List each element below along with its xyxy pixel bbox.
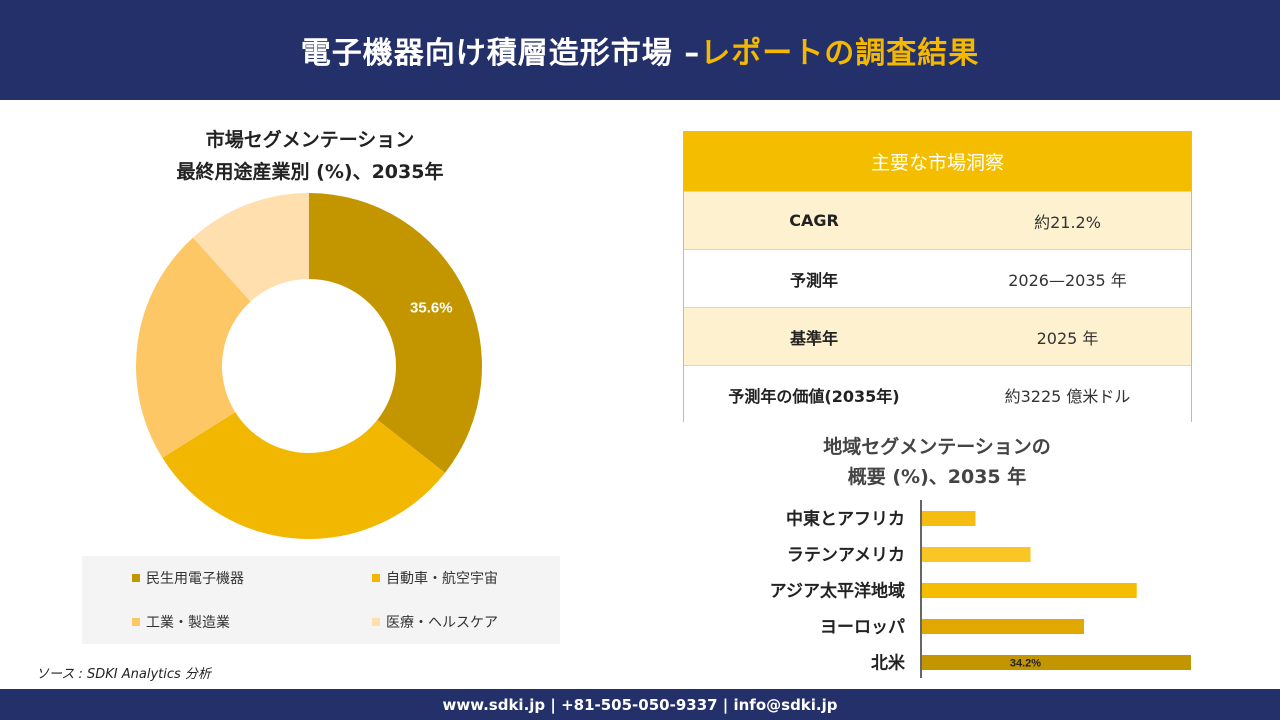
insight-label: 予測年の価値(2035年) [728, 386, 900, 406]
donut-chart: 35.6% [135, 193, 482, 539]
bar-title-line1: 地域セグメンテーションの [823, 436, 1051, 458]
region-bar [922, 511, 976, 526]
insight-label: 予測年 [789, 270, 838, 290]
legend-item: 医療・ヘルスケア [372, 612, 498, 632]
region-bar [922, 655, 1191, 670]
donut-slice [135, 237, 251, 458]
legend-swatch [372, 574, 380, 582]
legend-label: 民生用電子機器 [146, 571, 244, 587]
insight-value: 約21.2% [1034, 212, 1101, 232]
bar-category-label: 中東とアフリカ [786, 509, 905, 530]
donut-title-line2: 最終用途産業別 (%)、2035年 [176, 161, 444, 183]
legend-label: 医療・ヘルスケア [386, 615, 498, 631]
footer-contact[interactable]: www.sdki.jp | +81-505-050-9337 | info@sd… [442, 695, 838, 714]
insight-value: 2025 年 [1036, 328, 1099, 348]
donut-slice [162, 412, 446, 539]
report-title-accent: レポートの調査結果 [700, 36, 980, 71]
report-title: 電子機器向け積層造形市場 –レポートの調査結果 [301, 28, 979, 72]
legend-swatch [372, 618, 380, 626]
legend-label: 自動車・航空宇宙 [386, 571, 498, 587]
donut-data-label: 35.6% [410, 300, 453, 317]
legend-label: 工業・製造業 [146, 615, 230, 631]
bar-data-label: 34.2% [1010, 658, 1041, 670]
source-note: ソース : SDKI Analytics 分析 [36, 667, 211, 682]
report-header: 電子機器向け積層造形市場 –レポートの調査結果 [0, 0, 1280, 100]
bar-category-label: ラテンアメリカ [787, 546, 905, 566]
insight-table-header: 主要な市場洞察 [684, 132, 1191, 191]
donut-slice [309, 193, 482, 473]
report-title-main: 電子機器向け積層造形市場 – [300, 36, 701, 71]
bar-category-label: 北米 [871, 653, 906, 674]
bar-category-label: アジア太平洋地域 [770, 581, 905, 602]
region-bar [922, 583, 1137, 598]
donut-title-line1: 市場セグメンテーション [205, 129, 415, 151]
region-bar [922, 547, 1031, 562]
region-bar [922, 619, 1085, 634]
legend-item: 自動車・航空宇宙 [372, 568, 498, 588]
legend-item: 工業・製造業 [132, 612, 230, 632]
legend-swatch [132, 574, 140, 582]
insight-row-cagr: CAGR 約21.2% [684, 191, 1191, 249]
legend-item: 民生用電子機器 [132, 568, 244, 588]
bar-title-line2: 概要 (%)、2035 年 [847, 466, 1027, 488]
insight-label: CAGR [789, 211, 839, 230]
donut-legend: 民生用電子機器 自動車・航空宇宙 工業・製造業 医療・ヘルスケア [82, 556, 560, 644]
footer-bar: www.sdki.jp | +81-505-050-9337 | info@sd… [0, 689, 1280, 720]
insight-row-base-year: 基準年 2025 年 [684, 307, 1191, 365]
insight-label: 基準年 [789, 328, 838, 348]
insight-value: 約3225 億米ドル [1004, 386, 1131, 406]
insight-row-forecast-value: 予測年の価値(2035年) 約3225 億米ドル [684, 365, 1191, 423]
insight-value: 2026—2035 年 [1008, 270, 1127, 290]
legend-swatch [132, 618, 140, 626]
bar-chart-title: 地域セグメンテーションの 概要 (%)、2035 年 [737, 432, 1137, 492]
insight-row-forecast-years: 予測年 2026—2035 年 [684, 249, 1191, 307]
donut-chart-title: 市場セグメンテーション 最終用途産業別 (%)、2035年 [110, 124, 510, 188]
bar-category-label: ヨーロッパ [820, 618, 905, 638]
donut-slice [192, 193, 309, 302]
market-insight-table: 主要な市場洞察 CAGR 約21.2% 予測年 2026—2035 年 基準年 … [683, 131, 1192, 423]
